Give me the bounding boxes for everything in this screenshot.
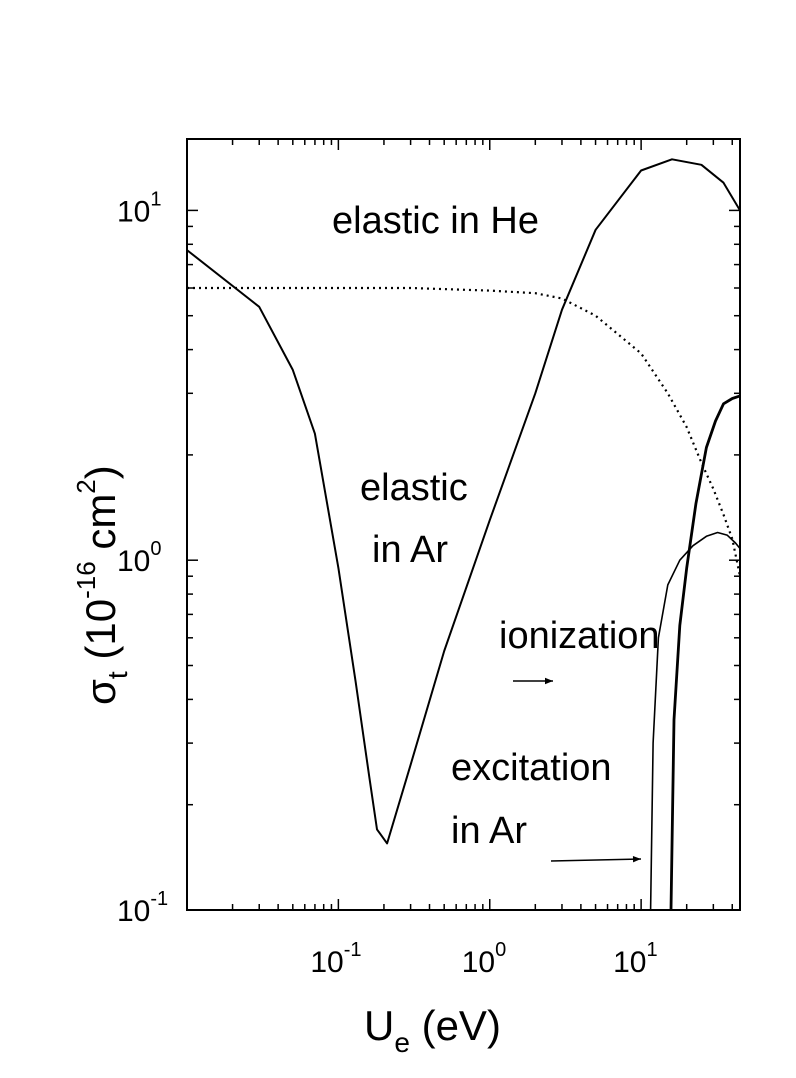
y-axis-tick-labels: 10-1 100 101 — [117, 188, 168, 928]
x-tick-label: 10-1 — [310, 939, 361, 979]
series-line-1 — [187, 286, 740, 577]
y-axis-title: σt (10-16 cm2) — [71, 465, 133, 705]
series-line-2 — [649, 531, 740, 910]
annotation-elastic-ar-line2: in Ar — [372, 529, 448, 571]
annotation-elastic-ar-line1: elastic — [360, 467, 468, 509]
y-axis-ticks — [187, 209, 740, 911]
x-axis-tick-labels: 10-1 100 101 — [310, 939, 657, 979]
y-tick-label: 10-1 — [117, 888, 168, 928]
series-layer — [187, 158, 740, 910]
x-tick-label: 100 — [462, 939, 507, 979]
y-tick-label: 101 — [117, 188, 162, 228]
annotation-excitation-line1: excitation — [451, 747, 612, 789]
plot-frame — [186, 138, 741, 911]
series-line-0 — [187, 158, 740, 845]
annotation-elastic-he: elastic in He — [332, 200, 539, 242]
excitation-arrow — [550, 855, 642, 863]
x-axis-title: Ue (eV) — [364, 1002, 501, 1058]
x-tick-label: 101 — [613, 939, 658, 979]
annotation-excitation-line2: in Ar — [451, 810, 527, 852]
x-axis-ticks — [186, 139, 734, 910]
series-line-3 — [669, 394, 740, 910]
annotation-ionization: ionization — [499, 615, 660, 657]
y-tick-label: 100 — [117, 538, 162, 578]
